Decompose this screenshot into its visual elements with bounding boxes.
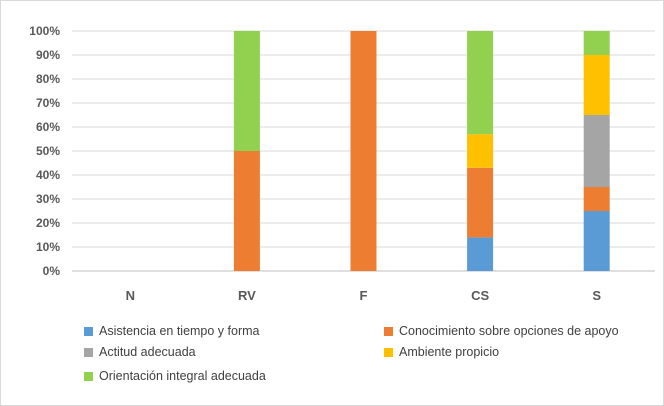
bar-segment-f-1 <box>350 31 377 271</box>
bar-segment-s-3 <box>583 55 610 115</box>
y-tick-label: 10% <box>36 240 60 254</box>
y-axis: 0% 10% 20% 30% 40% 50% 60% 70% 80% 90% 100% <box>29 24 60 278</box>
x-axis: N RV F CS S <box>126 288 602 303</box>
bar-segment-s-4 <box>583 31 610 55</box>
y-tick-label: 90% <box>36 48 60 62</box>
x-tick-label: F <box>360 288 368 303</box>
x-tick-label: N <box>126 288 135 303</box>
bar-segment-s-0 <box>583 211 610 271</box>
y-tick-label: 40% <box>36 168 60 182</box>
bar-segment-cs-1 <box>467 167 494 238</box>
bar-segment-cs-4 <box>467 31 494 135</box>
x-tick-label: RV <box>238 288 256 303</box>
y-tick-label: 80% <box>36 72 60 86</box>
y-tick-label: 50% <box>36 144 60 158</box>
y-tick-label: 0% <box>43 264 61 278</box>
bar-segment-rv-1 <box>233 151 260 271</box>
x-tick-label: S <box>592 288 601 303</box>
bar-segment-s-1 <box>583 187 610 211</box>
bars <box>233 31 610 271</box>
y-tick-label: 60% <box>36 120 60 134</box>
bar-segment-s-2 <box>583 115 610 187</box>
y-tick-label: 100% <box>29 24 60 38</box>
y-tick-label: 30% <box>36 192 60 206</box>
bar-segment-cs-0 <box>467 237 494 271</box>
y-tick-label: 20% <box>36 216 60 230</box>
bar-segment-rv-4 <box>233 31 260 151</box>
x-tick-label: CS <box>471 288 489 303</box>
y-tick-label: 70% <box>36 96 60 110</box>
bar-segment-cs-3 <box>467 134 494 168</box>
